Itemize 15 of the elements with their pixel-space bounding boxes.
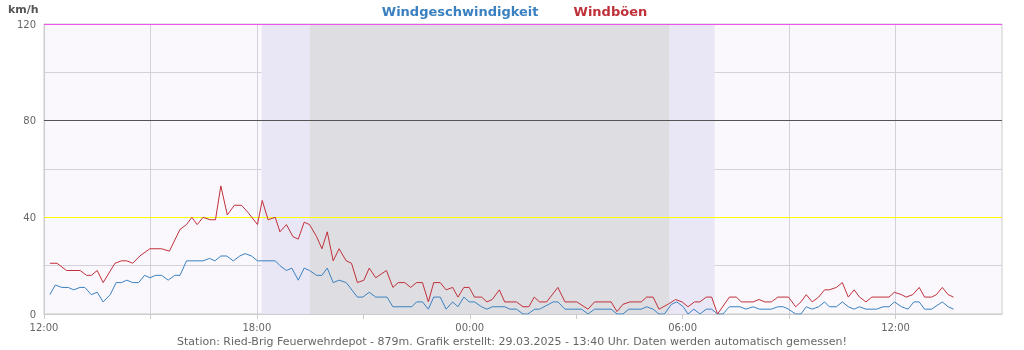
text: Windgeschwindigkeit (381, 4, 539, 19)
y-tick-label: 40 (23, 211, 36, 223)
line-series (49, 185, 955, 315)
text: Windböen (573, 4, 648, 19)
y-axis-title: km/h (8, 3, 39, 16)
x-tick-label: 00:00 (455, 321, 485, 333)
text: Station: Ried-Brig Feuerwehrdepot - 879m. Grafik erstellt: 29.03.2025 - 13:40 Uhr. Daten werden automatisch gemessen! (177, 335, 847, 348)
x-tick-label: 06:00 (668, 321, 698, 333)
x-tick-label: 12:00 (29, 321, 59, 333)
y-tick-label: 120 (16, 18, 36, 30)
x-tick-label: 18:00 (242, 321, 272, 333)
y-tick-label: 0 (29, 308, 36, 320)
line-series (49, 253, 955, 315)
x-tick-label: 12:00 (881, 321, 910, 333)
y-tick-label: 80 (23, 115, 36, 127)
